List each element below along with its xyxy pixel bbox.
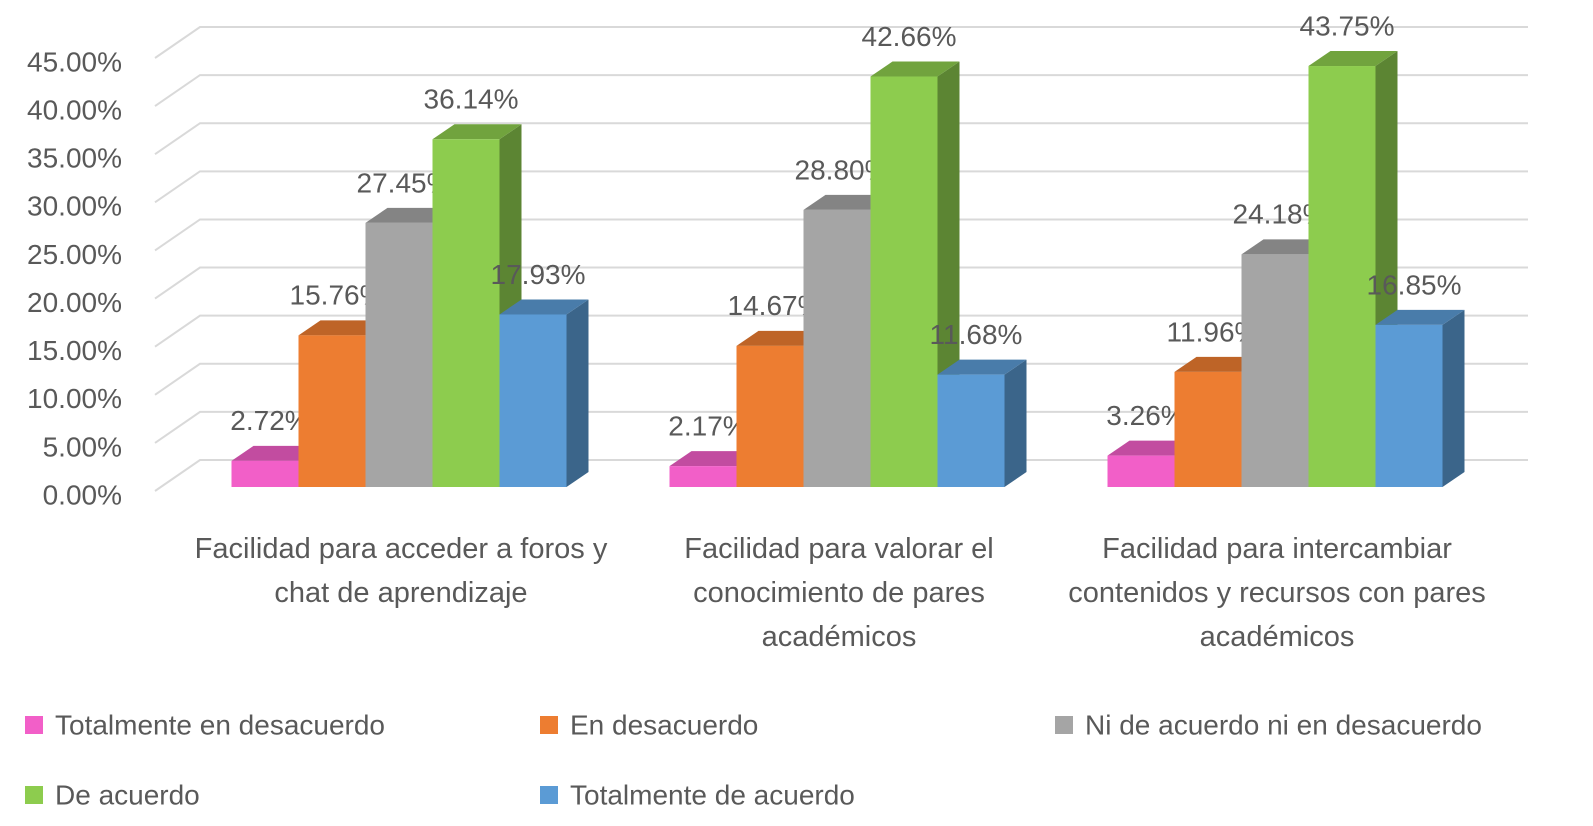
y-tick-label: 15.00%: [27, 335, 122, 366]
legend-label: De acuerdo: [55, 779, 200, 810]
grid-line: [154, 122, 1528, 156]
bar: [803, 209, 871, 487]
y-tick-label: 5.00%: [43, 431, 122, 462]
bar-top: [231, 445, 321, 461]
bar-side: [566, 299, 589, 487]
legend-label: Totalmente de acuerdo: [570, 779, 855, 810]
legend-swatch: [25, 716, 43, 734]
data-label: 42.66%: [862, 21, 957, 52]
bar-side: [1442, 309, 1465, 487]
legend-swatch: [540, 786, 558, 804]
data-label: 11.68%: [930, 319, 1023, 350]
bar: [1174, 371, 1242, 487]
grid-line: [154, 314, 1528, 348]
bar: [1241, 254, 1309, 487]
bar-top: [736, 330, 826, 346]
bar-top: [365, 207, 455, 223]
bar-top: [499, 299, 589, 315]
bar-top: [1375, 309, 1465, 325]
bar-top: [1308, 51, 1398, 67]
bar: [231, 460, 299, 487]
y-tick-label: 30.00%: [27, 191, 122, 222]
data-label: 3.26%: [1106, 400, 1185, 431]
x-tick-label: Facilidad para acceder a foros y chat de…: [194, 533, 608, 609]
bar: [1375, 324, 1443, 487]
bar: [365, 222, 433, 487]
data-label: 2.72%: [230, 405, 309, 436]
data-label: 2.17%: [668, 411, 747, 442]
bar-side: [1004, 359, 1027, 487]
y-tick-label: 40.00%: [27, 95, 122, 126]
bar-top: [937, 359, 1027, 375]
legend-swatch: [540, 716, 558, 734]
bar-top: [870, 61, 960, 77]
bar-top: [1107, 440, 1197, 456]
y-tick-label: 25.00%: [27, 239, 122, 270]
data-label: 17.93%: [491, 259, 586, 290]
bar-top: [669, 451, 759, 467]
bar: [499, 314, 567, 487]
bar: [669, 466, 737, 487]
grid-line: [154, 410, 1528, 444]
x-tick-label: Facilidad para intercambiar contenidos y…: [1068, 533, 1486, 653]
bar: [298, 335, 366, 487]
data-label: 16.85%: [1367, 269, 1462, 300]
y-tick-label: 35.00%: [27, 143, 122, 174]
bar-top: [1241, 239, 1331, 255]
grid-line: [154, 26, 1528, 59]
y-tick-label: 0.00%: [43, 479, 122, 510]
y-tick-label: 10.00%: [27, 383, 122, 414]
bar-top: [803, 194, 893, 210]
legend-swatch: [25, 786, 43, 804]
bar-top: [1174, 356, 1264, 372]
x-tick-label: Facilidad para valorar el conocimiento d…: [684, 533, 994, 653]
bar: [1107, 455, 1175, 487]
bar-top: [298, 320, 388, 336]
grid-line: [154, 74, 1528, 107]
grid-line: [154, 362, 1528, 396]
y-tick-label: 20.00%: [27, 287, 122, 318]
grid-line: [154, 170, 1528, 204]
grid-line: [154, 218, 1528, 252]
bar: [937, 374, 1005, 487]
legend-label: Ni de acuerdo ni en desacuerdo: [1085, 709, 1482, 740]
bar: [736, 345, 804, 487]
grid-line: [154, 266, 1528, 300]
legend-label: Totalmente en desacuerdo: [55, 709, 385, 740]
bar: [1308, 66, 1376, 488]
grid-line: [154, 459, 1528, 492]
legend-swatch: [1055, 716, 1073, 734]
bar-top: [432, 124, 522, 140]
y-tick-label: 45.00%: [27, 46, 122, 77]
data-label: 36.14%: [424, 84, 519, 115]
legend-label: En desacuerdo: [570, 709, 758, 740]
bar: [432, 139, 500, 488]
bar: [870, 76, 938, 488]
data-label: 43.75%: [1300, 10, 1395, 41]
